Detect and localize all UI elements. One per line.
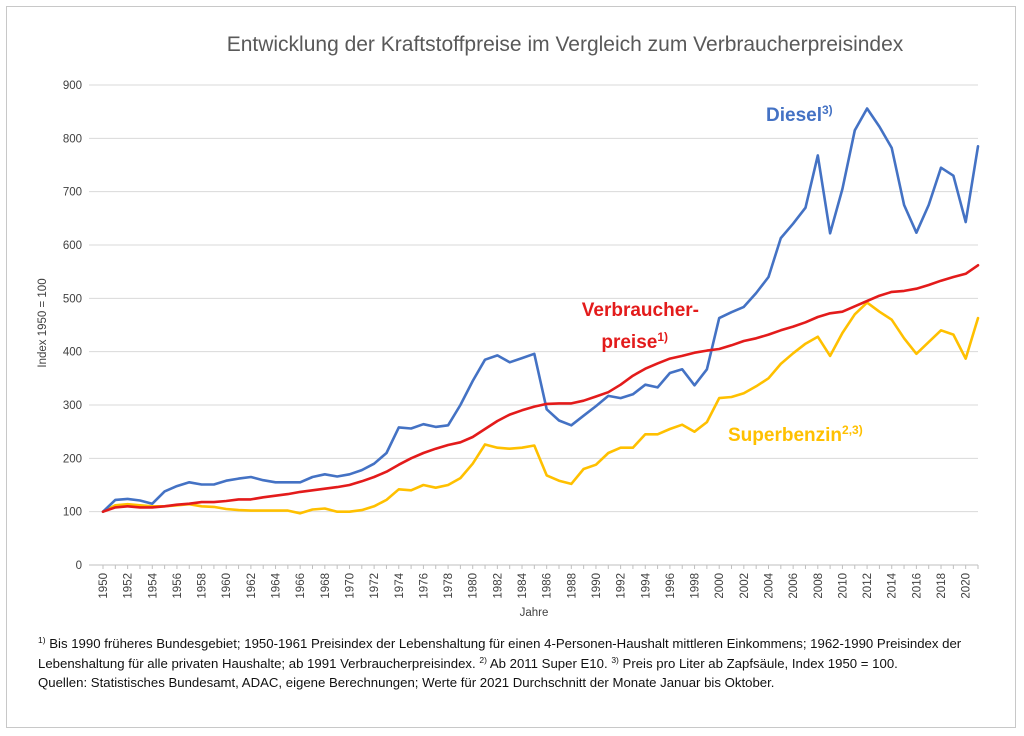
x-tick-label: 1962 (246, 573, 258, 599)
series-lines (101, 107, 980, 515)
x-tick-label: 1956 (172, 573, 184, 599)
x-tick-label: 1986 (542, 573, 554, 599)
x-tick-label: 1992 (616, 573, 628, 599)
x-tick-label: 2006 (788, 573, 800, 599)
x-tick-label: 2010 (837, 573, 849, 599)
chart-title: Entwicklung der Kraftstoffpreise im Verg… (227, 33, 904, 56)
y-axis-ticks: 0 100 200 300 400 500 600 700 800 900 (63, 80, 82, 572)
x-axis-title: Jahre (520, 607, 549, 619)
x-tick-label: 1968 (320, 573, 332, 599)
x-tick-label: 1966 (295, 573, 307, 599)
footnote-1-text: Bis 1990 früheres Bundesgebiet; 1950-196… (38, 636, 962, 671)
series-line-verbraucher-preise (101, 263, 980, 514)
y-tick-label: 300 (63, 400, 82, 412)
x-tick-label: 2008 (813, 573, 825, 599)
x-tick-label: 1976 (418, 573, 430, 599)
footnote-text: 1) Bis 1990 früheres Bundesgebiet; 1950-… (38, 634, 1013, 673)
footnote-3-mark: 3) (611, 654, 619, 665)
footnotes: 1) Bis 1990 früheres Bundesgebiet; 1950-… (38, 634, 1013, 693)
footnote-2-text: Ab 2011 Super E10. (486, 655, 612, 671)
y-tick-label: 700 (63, 187, 82, 199)
y-tick-label: 500 (63, 293, 82, 305)
series-line-superbenzin (101, 301, 980, 515)
x-tick-label: 2012 (862, 573, 874, 599)
x-tick-label: 1982 (492, 573, 504, 599)
y-tick-label: 0 (76, 560, 82, 572)
series-line-diesel (101, 107, 980, 514)
chart-frame (6, 6, 1016, 728)
label-superbenzin: Superbenzin2,3) (728, 423, 863, 446)
x-tick-label: 1988 (566, 573, 578, 599)
x-tick-label: 1978 (443, 573, 455, 599)
x-tick-label: 1972 (369, 573, 381, 599)
x-tick-label: 1990 (591, 573, 603, 599)
x-tick-label: 2000 (714, 573, 726, 599)
y-tick-label: 900 (63, 80, 82, 92)
x-tick-label: 1984 (517, 572, 529, 598)
footnote-3-text: Preis pro Liter ab Zapfsäule, Index 1950… (618, 655, 898, 671)
label-verbraucherpreise-line1: Verbraucher- (582, 300, 699, 321)
footnote-2-mark: 2) (479, 654, 487, 665)
x-tick-label: 1958 (197, 573, 209, 599)
x-tick-label: 1960 (221, 573, 233, 599)
x-tick-label: 1994 (640, 572, 652, 598)
gridlines (89, 84, 978, 566)
y-tick-label: 100 (63, 507, 82, 519)
x-tick-label: 1950 (98, 573, 110, 599)
x-tick-label: 1952 (123, 573, 135, 599)
y-axis-title: Index 1950 = 100 (37, 278, 49, 367)
footnote-1-mark: 1) (38, 635, 46, 645)
x-tick-label: 1954 (147, 572, 159, 598)
x-tick-label: 2002 (739, 573, 751, 599)
x-tick-label: 1998 (690, 573, 702, 599)
x-tick-label: 1964 (271, 572, 283, 598)
x-tick-label: 1974 (394, 572, 406, 598)
y-tick-label: 200 (63, 453, 82, 465)
label-verbraucherpreise-line2: preise1) (601, 330, 668, 353)
label-diesel: Diesel3) (766, 103, 833, 126)
x-tick-label: 2016 (911, 573, 923, 599)
x-tick-label: 1970 (344, 573, 356, 599)
x-tick-label: 2014 (887, 572, 899, 598)
x-tick-label: 1980 (468, 573, 480, 599)
y-tick-label: 600 (63, 240, 82, 252)
x-tick-label: 2004 (763, 572, 775, 598)
sources-line: Quellen: Statistisches Bundesamt, ADAC, … (38, 675, 775, 690)
x-tick-label: 2018 (936, 573, 948, 599)
x-axis: 1950 1952 1954 1956 1958 1960 1962 1964 1966 1968… (98, 565, 979, 599)
line-chart: Entwicklung der Kraftstoffpreise im Verg… (37, 33, 980, 619)
y-tick-label: 400 (63, 347, 82, 359)
x-tick-label: 1996 (665, 573, 677, 599)
x-tick-label: 2020 (961, 573, 973, 599)
y-tick-label: 800 (63, 133, 82, 145)
